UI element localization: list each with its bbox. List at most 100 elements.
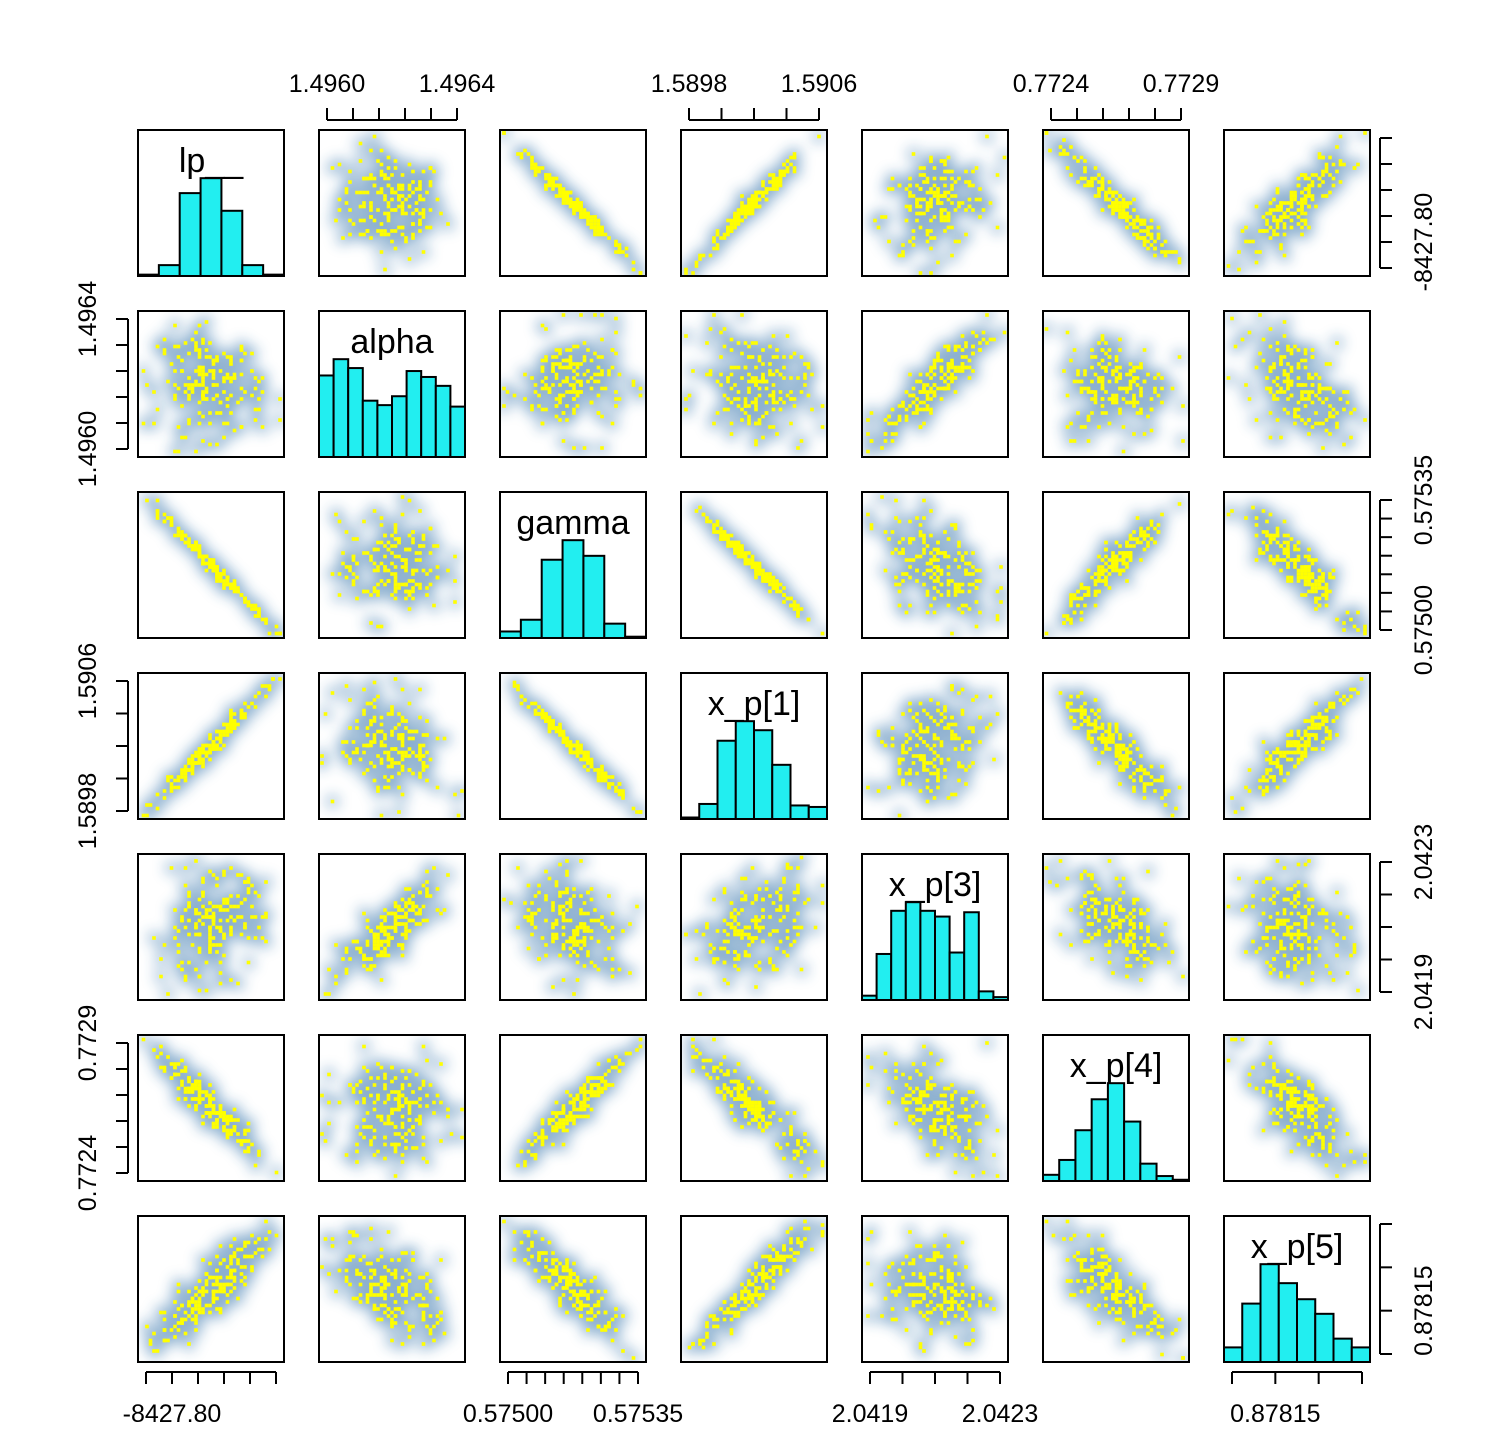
scatter-point — [1282, 355, 1287, 359]
scatter-point — [932, 183, 937, 188]
scatter-point — [894, 432, 898, 436]
scatter-point — [918, 225, 923, 230]
scatter-point — [1268, 327, 1273, 331]
scatter-point — [757, 358, 762, 363]
scatter-point — [397, 540, 401, 545]
scatter-point — [176, 533, 181, 538]
scatter-point — [369, 173, 373, 177]
scatter-point — [372, 586, 377, 590]
scatter-point — [397, 204, 401, 209]
scatter-point — [740, 407, 744, 412]
scatter-point — [614, 316, 618, 321]
scatter-point — [600, 337, 604, 342]
scatter-point — [561, 313, 566, 317]
scatter-point — [726, 397, 730, 401]
scatter-point — [932, 365, 937, 370]
scatter-point — [225, 355, 230, 359]
scatter-point — [1286, 411, 1290, 415]
scatter-point — [1062, 369, 1066, 373]
scatter-point — [1247, 397, 1252, 401]
scatter-point — [1300, 218, 1304, 223]
scatter-point — [1058, 145, 1063, 149]
scatter-point — [1363, 131, 1367, 135]
scatter-point — [771, 383, 776, 387]
scatter-point — [176, 530, 181, 534]
scatter-point — [1153, 390, 1157, 394]
scatter-point — [1142, 218, 1147, 223]
scatter-point — [1132, 218, 1136, 223]
scatter-point — [974, 197, 979, 202]
scatter-points — [141, 320, 282, 454]
scatter-point — [743, 400, 748, 405]
scatter-point — [925, 404, 930, 408]
scatter-point — [796, 376, 800, 380]
scatter-point — [187, 397, 191, 401]
scatter-point — [936, 260, 940, 265]
scatter-point — [1114, 201, 1119, 205]
scatter-point — [421, 169, 426, 174]
scatter-point — [946, 190, 951, 195]
scatter-point — [950, 225, 954, 230]
scatter-point — [1104, 194, 1108, 198]
scatter-point — [554, 376, 559, 380]
scatter-point — [901, 404, 905, 408]
scatter-point — [1097, 194, 1101, 198]
scatter-point — [1083, 386, 1087, 391]
scatter-point — [187, 386, 191, 391]
scatter-point — [929, 187, 933, 191]
scatter-point — [211, 565, 216, 569]
scatter-point — [722, 232, 727, 237]
scatter-point — [558, 190, 562, 195]
scatter-point — [1100, 208, 1105, 212]
scatter-point — [533, 383, 538, 387]
scatter-point — [369, 236, 373, 240]
scatter-point — [1065, 152, 1070, 156]
panel-frame — [318, 491, 466, 639]
scatter-point — [1342, 390, 1346, 394]
scatter-point — [740, 376, 744, 380]
scatter-point — [1289, 369, 1294, 373]
scatter-point — [782, 169, 786, 174]
scatter-point — [229, 411, 233, 415]
scatter-point — [246, 600, 251, 604]
scatter-point — [411, 236, 415, 240]
scatter-point — [1363, 418, 1367, 422]
scatter-point — [586, 222, 590, 226]
scatter-point — [575, 197, 580, 202]
scatter-point — [887, 239, 891, 244]
scatter-point — [239, 358, 244, 363]
scatter-point — [1104, 365, 1108, 370]
scatter-point — [253, 376, 258, 380]
scatter-point — [1268, 435, 1273, 440]
scatter-points — [1226, 313, 1367, 450]
scatter-point — [523, 397, 527, 401]
scatter-point — [1275, 418, 1280, 422]
scatter-point — [386, 540, 391, 545]
scatter-point — [943, 176, 947, 181]
scatter-point — [946, 365, 951, 370]
scatter-point — [197, 544, 202, 548]
scatter-point — [1303, 201, 1308, 205]
scatter-point — [229, 355, 233, 359]
scatter-point — [736, 341, 741, 345]
scatter-point — [873, 218, 877, 223]
scatter-point — [421, 250, 426, 254]
scatter-point — [729, 348, 734, 352]
scatter-point — [936, 197, 940, 202]
scatter-point — [761, 372, 765, 377]
scatter-point — [540, 369, 545, 373]
scatter-point — [1328, 173, 1332, 177]
scatter-point — [1114, 358, 1119, 363]
scatter-point — [953, 239, 958, 244]
scatter-point — [638, 386, 643, 391]
scatter-point — [1065, 393, 1070, 398]
scatter-point — [418, 544, 422, 548]
scatter-point — [1044, 131, 1049, 135]
scatter-point — [589, 358, 594, 363]
scatter-point — [334, 512, 338, 517]
scatter-point — [1317, 397, 1322, 401]
scatter-point — [754, 190, 758, 195]
scatter-point — [922, 166, 926, 170]
scatter-point — [390, 208, 394, 212]
scatter-point — [1125, 218, 1129, 223]
